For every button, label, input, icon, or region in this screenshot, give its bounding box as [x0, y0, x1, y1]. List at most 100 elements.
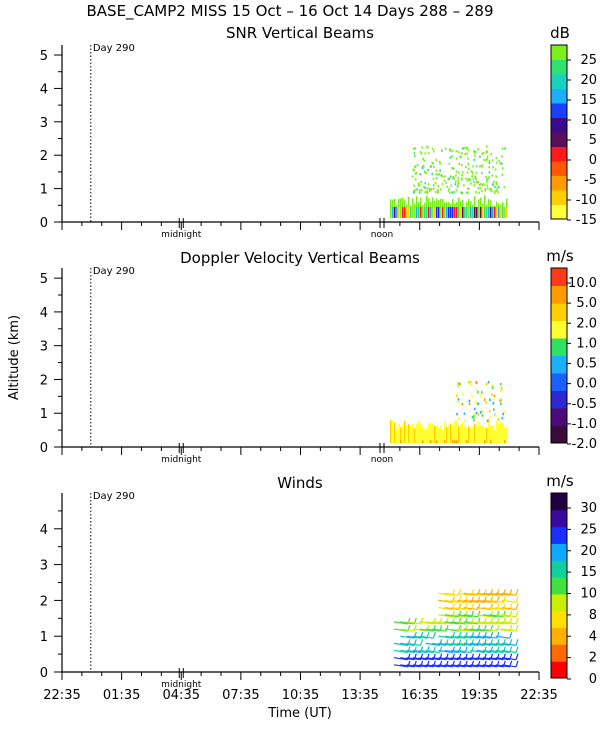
x-tick-label: 16:35 [401, 688, 438, 703]
wind-barb [438, 592, 453, 596]
wind-barb [393, 657, 408, 661]
snr-cell [401, 206, 404, 218]
doppler-cell [481, 425, 484, 443]
snr-cell [483, 195, 486, 217]
doppler-cell [403, 420, 406, 443]
wind-barb [400, 649, 415, 654]
y-tick-label: 1 [40, 630, 48, 645]
wind-barb [438, 664, 453, 668]
snr-cell [417, 206, 420, 218]
snr-cell [453, 191, 455, 194]
x-tick-label: 19:35 [461, 688, 498, 703]
doppler-cell [479, 425, 482, 443]
colorbar-frame [550, 492, 568, 679]
snr-cell [412, 147, 415, 151]
doppler-cell [505, 426, 508, 443]
snr-cell [460, 156, 462, 159]
snr-cell [491, 159, 494, 162]
snr-cell [454, 183, 457, 186]
doppler-cell [415, 423, 418, 443]
doppler-cell [473, 415, 475, 418]
wind-barb [501, 592, 517, 596]
wind-barb [425, 657, 440, 661]
wind-barb [489, 614, 504, 618]
snr-cell [461, 152, 463, 155]
colorbar-swatch [551, 408, 567, 426]
wind-barb [400, 642, 415, 646]
snr-cell [445, 181, 447, 184]
doppler-cell [489, 440, 492, 444]
wind-barb [470, 635, 485, 639]
wind-barb-flag [515, 610, 519, 617]
doppler-cell [421, 440, 424, 444]
doppler-cell [491, 384, 494, 387]
snr-cell [461, 174, 463, 177]
colorbar-label: 10 [580, 113, 597, 128]
day-marker-label: Day 290 [93, 43, 135, 54]
snr-cell [493, 206, 496, 218]
doppler-cell [457, 382, 459, 385]
colorbar-swatch [551, 320, 567, 339]
doppler-cell [391, 420, 394, 443]
wind-barb-flag [515, 646, 519, 653]
snr-cell [431, 206, 434, 218]
snr-cell [439, 188, 442, 191]
doppler-cell [480, 391, 483, 394]
doppler-cell [421, 425, 424, 443]
doppler-cell [500, 402, 502, 405]
snr-cell [480, 183, 482, 186]
snr-cell [461, 178, 463, 181]
colorbar-swatch [551, 627, 567, 645]
doppler-cell [456, 412, 458, 416]
snr-cell [473, 184, 476, 187]
doppler-cell [469, 427, 472, 443]
snr-cell [475, 165, 478, 168]
wind-barb [419, 628, 434, 632]
snr-cell [437, 189, 439, 192]
doppler-cell [407, 424, 410, 443]
doppler-cell [469, 380, 472, 384]
wind-barb [495, 628, 510, 632]
snr-cell [439, 206, 442, 218]
snr-cell [495, 175, 497, 178]
wind-barb [470, 642, 485, 646]
snr-cell [465, 206, 468, 218]
doppler-cell [457, 398, 460, 401]
wind-barb-flag [515, 603, 519, 610]
doppler-cell [498, 397, 501, 401]
snr-cell [477, 148, 479, 151]
snr-cell [411, 206, 414, 218]
snr-cell [460, 191, 463, 194]
wind-barb [406, 642, 421, 646]
doppler-cell [475, 425, 478, 443]
doppler-cell [451, 440, 454, 444]
wind-barb [495, 664, 510, 668]
snr-cell [448, 162, 451, 165]
snr-cell [467, 187, 469, 190]
snr-cell [414, 147, 416, 150]
snr-cell [501, 155, 503, 158]
colorbar-swatch [551, 543, 567, 561]
doppler-cell [494, 414, 497, 417]
doppler-cell [473, 417, 475, 421]
snr-cell [481, 184, 484, 187]
colorbar-label: 8 [589, 608, 597, 623]
snr-cell [440, 174, 443, 177]
doppler-cell [411, 423, 414, 443]
snr-cell [488, 166, 490, 169]
snr-cell [425, 206, 428, 218]
snr-cell [418, 191, 421, 194]
snr-cell [473, 180, 475, 184]
snr-cell [496, 187, 498, 190]
wind-barb [482, 621, 498, 625]
wind-barb [451, 606, 466, 611]
snr-cell [489, 206, 492, 218]
wind-barb [457, 621, 472, 625]
snr-cell [425, 190, 428, 193]
colorbar-label: 0.5 [576, 357, 597, 372]
wind-barb [457, 657, 472, 661]
snr-cell [411, 175, 414, 178]
panel-title: Winds [277, 474, 323, 492]
wind-barb [482, 664, 498, 668]
snr-cell [450, 184, 452, 187]
